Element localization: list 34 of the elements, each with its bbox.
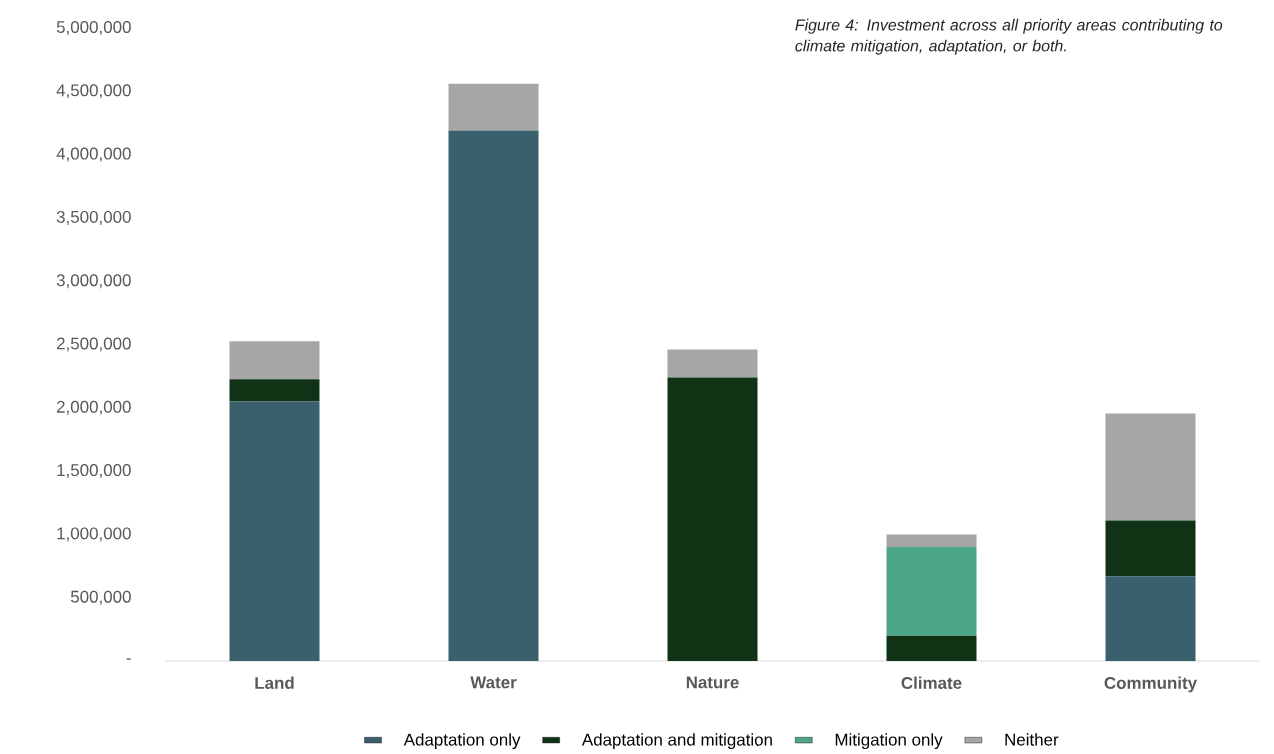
x-tick-label: Nature xyxy=(686,676,739,689)
bar xyxy=(229,341,320,380)
bar xyxy=(886,534,977,548)
y-tick-label: 3,500,000 xyxy=(56,210,131,225)
x-tick-label: Climate xyxy=(901,676,962,689)
y-tick-label: 4,500,000 xyxy=(56,84,131,99)
x-tick-label: Land xyxy=(255,676,294,689)
y-tick-label: 5,000,000 xyxy=(56,21,131,35)
bar xyxy=(448,83,539,131)
y-tick-label: 4,000,000 xyxy=(56,147,131,162)
bar xyxy=(229,401,320,661)
bar xyxy=(667,377,758,661)
legend-label: Mitigation only xyxy=(835,733,943,750)
x-tick-label: Community xyxy=(1104,676,1197,693)
bar xyxy=(1105,413,1196,521)
y-tick-label: 2,000,000 xyxy=(56,400,131,415)
y-tick-label: 1,000,000 xyxy=(57,527,131,542)
bar xyxy=(229,379,320,402)
chart-title: Figure 4: Investment across all priority areas contributing to climate mitigation, adaptation, or both. xyxy=(795,18,1223,55)
bar xyxy=(1105,520,1196,577)
x-tick-label: Water xyxy=(470,676,517,689)
bar xyxy=(448,130,539,661)
bar xyxy=(667,349,758,378)
bar xyxy=(886,547,977,636)
legend-label: Adaptation and mitigation xyxy=(581,733,772,750)
y-tick-label: 3,000,000 xyxy=(56,274,131,289)
y-tick-label: - xyxy=(126,658,131,660)
bar xyxy=(1105,576,1196,661)
legend-label: Neither xyxy=(1005,733,1059,746)
y-tick-label: 1,500,000 xyxy=(57,464,131,479)
bar xyxy=(886,635,977,661)
y-tick-label: 500,000 xyxy=(70,590,131,605)
legend-label: Adaptation only xyxy=(403,733,521,750)
y-tick-label: 2,500,000 xyxy=(56,337,131,352)
